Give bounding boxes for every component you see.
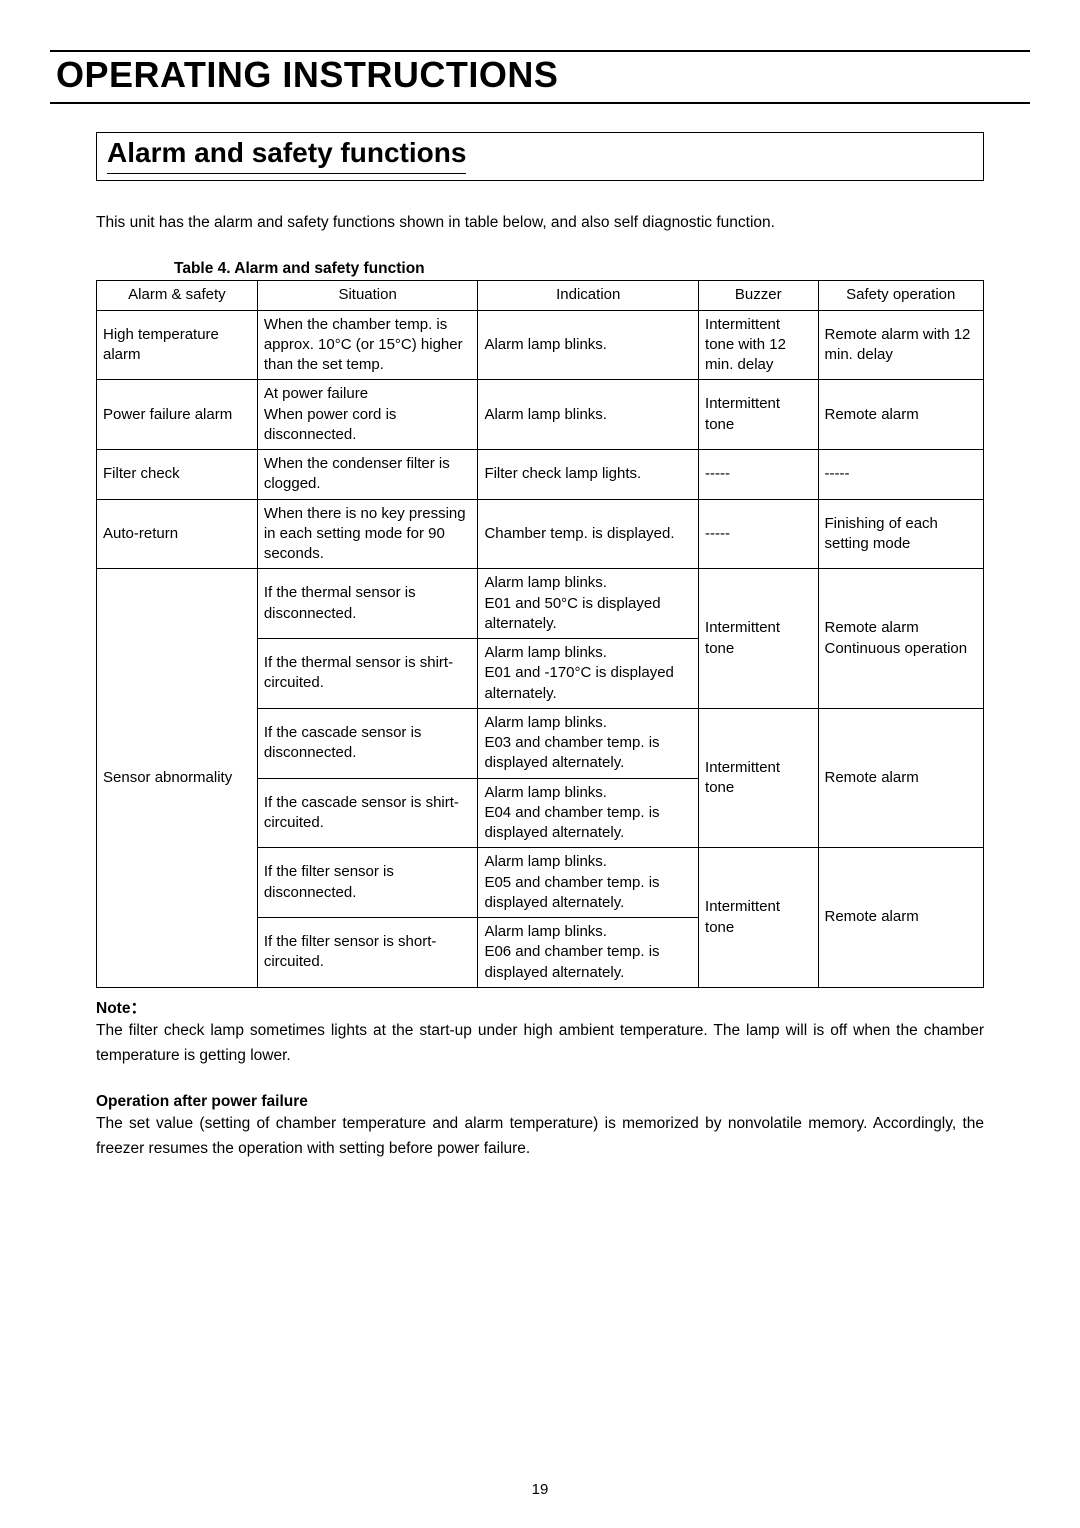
cell-indication: Alarm lamp blinks. E06 and chamber temp.… (478, 918, 699, 988)
cell-situation: At power failure When power cord is disc… (257, 380, 478, 450)
cell-indication: Alarm lamp blinks. E01 and 50°C is displ… (478, 569, 699, 639)
indication-line: E04 and chamber temp. is displayed alter… (484, 804, 659, 841)
indication-line: Alarm lamp blinks. (484, 714, 607, 731)
intro-text: This unit has the alarm and safety funct… (96, 211, 984, 234)
cell-buzzer: ----- (699, 450, 818, 500)
indication-line: E05 and chamber temp. is displayed alter… (484, 874, 659, 911)
cell-buzzer: Intermittent tone (699, 708, 818, 848)
th-buzzer: Buzzer (699, 281, 818, 310)
cell-indication: Filter check lamp lights. (478, 450, 699, 500)
safety-line: Continuous operation (825, 640, 968, 657)
cell-indication: Alarm lamp blinks. E01 and -170°C is dis… (478, 639, 699, 709)
indication-line: Alarm lamp blinks. (484, 644, 607, 661)
indication-line: E06 and chamber temp. is displayed alter… (484, 943, 659, 980)
th-indication: Indication (478, 281, 699, 310)
table-row: Power failure alarm At power failure Whe… (97, 380, 984, 450)
cell-alarm: Sensor abnormality (97, 569, 258, 988)
table-caption: Table 4. Alarm and safety function (174, 260, 984, 278)
cell-safety: Remote alarm Continuous operation (818, 569, 984, 709)
cell-safety: Remote alarm (818, 848, 984, 988)
indication-line: E03 and chamber temp. is displayed alter… (484, 734, 659, 771)
alarm-safety-table: Alarm & safety Situation Indication Buzz… (96, 280, 984, 988)
cell-buzzer: Intermittent tone with 12 min. delay (699, 310, 818, 380)
cell-safety: ----- (818, 450, 984, 500)
indication-line: Alarm lamp blinks. (484, 923, 607, 940)
table-row: Auto-return When there is no key pressin… (97, 499, 984, 569)
cell-situation: When the chamber temp. is approx. 10°C (… (257, 310, 478, 380)
th-safety: Safety operation (818, 281, 984, 310)
th-alarm: Alarm & safety (97, 281, 258, 310)
situation-line: When power cord is disconnected. (264, 406, 397, 443)
cell-safety: Remote alarm (818, 708, 984, 848)
page-number: 19 (0, 1481, 1080, 1498)
cell-situation: When there is no key pressing in each se… (257, 499, 478, 569)
cell-indication: Alarm lamp blinks. E05 and chamber temp.… (478, 848, 699, 918)
cell-alarm: High temperature alarm (97, 310, 258, 380)
cell-situation: If the cascade sensor is disconnected. (257, 708, 478, 778)
main-title: OPERATING INSTRUCTIONS (50, 54, 1030, 96)
indication-line: Alarm lamp blinks. (484, 853, 607, 870)
table-row: High temperature alarm When the chamber … (97, 310, 984, 380)
cell-situation: If the filter sensor is disconnected. (257, 848, 478, 918)
safety-line: Remote alarm (825, 619, 919, 636)
section-title: Alarm and safety functions (107, 137, 466, 174)
cell-buzzer: Intermittent tone (699, 848, 818, 988)
cell-buzzer: ----- (699, 499, 818, 569)
indication-line: E01 and 50°C is displayed alternately. (484, 595, 660, 632)
cell-buzzer: Intermittent tone (699, 569, 818, 709)
cell-safety: Remote alarm with 12 min. delay (818, 310, 984, 380)
indication-line: E01 and -170°C is displayed alternately. (484, 664, 673, 701)
cell-indication: Alarm lamp blinks. E04 and chamber temp.… (478, 778, 699, 848)
note-heading: Note： (96, 996, 984, 1018)
indication-line: Alarm lamp blinks. (484, 784, 607, 801)
cell-situation: If the thermal sensor is disconnected. (257, 569, 478, 639)
cell-alarm: Auto-return (97, 499, 258, 569)
th-situation: Situation (257, 281, 478, 310)
cell-situation: When the condenser filter is clogged. (257, 450, 478, 500)
operation-heading: Operation after power failure (96, 1093, 984, 1111)
note-body: The filter check lamp sometimes lights a… (96, 1018, 984, 1069)
cell-safety: Finishing of each setting mode (818, 499, 984, 569)
cell-alarm: Filter check (97, 450, 258, 500)
cell-alarm: Power failure alarm (97, 380, 258, 450)
section-title-box: Alarm and safety functions (96, 132, 984, 181)
cell-buzzer: Intermittent tone (699, 380, 818, 450)
operation-body: The set value (setting of chamber temper… (96, 1111, 984, 1162)
indication-line: Alarm lamp blinks. (484, 574, 607, 591)
top-rule: OPERATING INSTRUCTIONS (50, 50, 1030, 104)
cell-indication: Alarm lamp blinks. (478, 380, 699, 450)
cell-situation: If the thermal sensor is shirt-circuited… (257, 639, 478, 709)
table-row: Filter check When the condenser filter i… (97, 450, 984, 500)
cell-indication: Alarm lamp blinks. (478, 310, 699, 380)
cell-indication: Chamber temp. is displayed. (478, 499, 699, 569)
content-area: Alarm and safety functions This unit has… (50, 132, 1030, 1162)
cell-indication: Alarm lamp blinks. E03 and chamber temp.… (478, 708, 699, 778)
cell-situation: If the cascade sensor is shirt-circuited… (257, 778, 478, 848)
cell-safety: Remote alarm (818, 380, 984, 450)
table-header-row: Alarm & safety Situation Indication Buzz… (97, 281, 984, 310)
situation-line: At power failure (264, 385, 368, 402)
table-row: Sensor abnormality If the thermal sensor… (97, 569, 984, 639)
cell-situation: If the filter sensor is short-circuited. (257, 918, 478, 988)
